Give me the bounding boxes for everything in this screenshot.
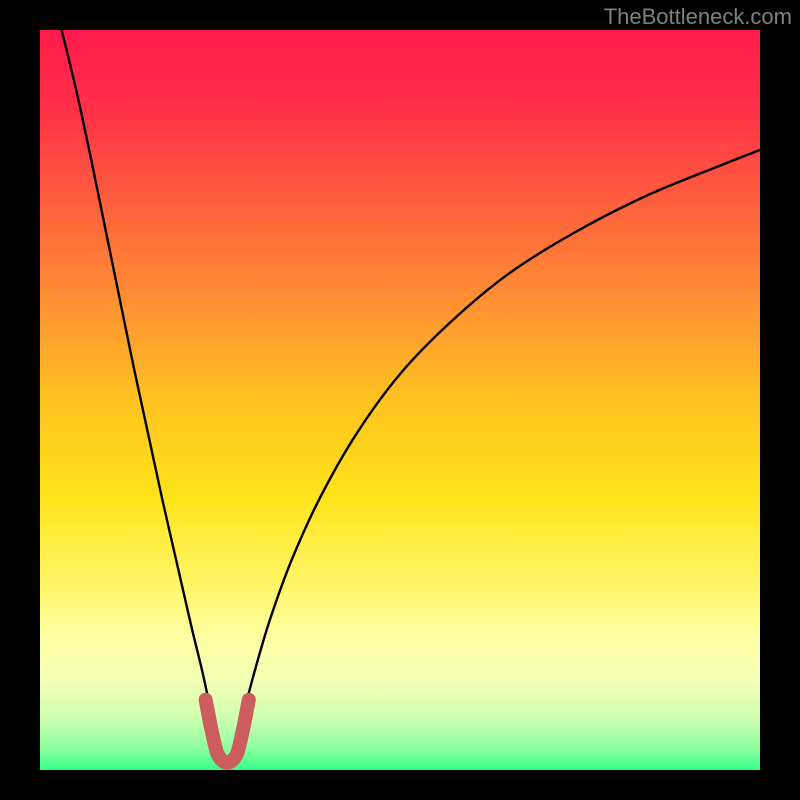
watermark-text: TheBottleneck.com	[604, 4, 792, 30]
bottleneck-chart	[0, 0, 800, 800]
plot-background	[40, 30, 760, 770]
